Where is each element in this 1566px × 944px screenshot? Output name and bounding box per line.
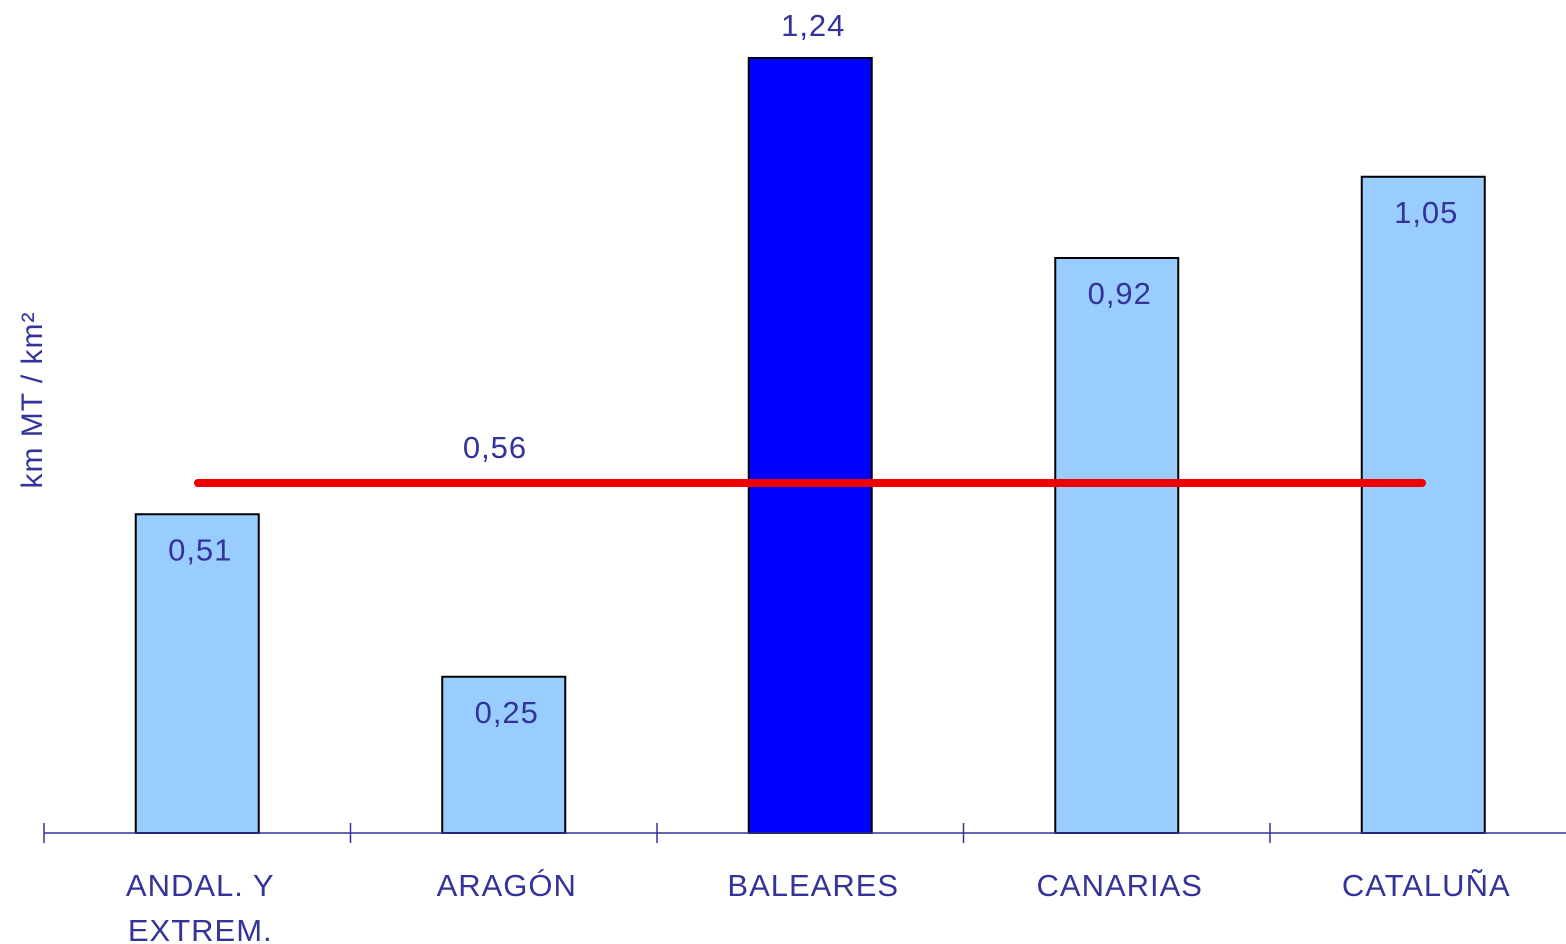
value-label-2: 1,24 xyxy=(781,8,845,43)
x-axis: ANDAL. Y EXTREM. ARAGÓN BALEARES CANARIAS CAT… xyxy=(43,823,1566,944)
category-label-1-0: ARAGÓN xyxy=(437,868,577,903)
category-label-3-0: CANARIAS xyxy=(1037,868,1203,903)
value-label-3: 0,92 xyxy=(1088,276,1152,311)
value-label-0: 0,51 xyxy=(168,532,232,567)
average-label: 0,56 xyxy=(463,430,527,465)
category-label-0-0: ANDAL. Y xyxy=(126,868,275,903)
bar-4 xyxy=(1360,175,1486,834)
y-axis-title: km MT / km² xyxy=(16,311,49,488)
bars-group xyxy=(134,57,1486,834)
value-label-1: 0,25 xyxy=(475,695,539,730)
value-label-4: 1,05 xyxy=(1394,195,1458,230)
labels-group: 0,51 0,25 1,24 0,92 1,05 0,56 xyxy=(168,8,1458,730)
category-label-0-1: EXTREM. xyxy=(128,913,273,944)
bar-1 xyxy=(441,675,567,834)
bar-0 xyxy=(134,513,260,834)
category-label-4-0: CATALUÑA xyxy=(1342,868,1511,903)
category-label-2-0: BALEARES xyxy=(727,868,899,903)
bar-3 xyxy=(1054,257,1180,834)
bar-2 xyxy=(747,57,873,834)
